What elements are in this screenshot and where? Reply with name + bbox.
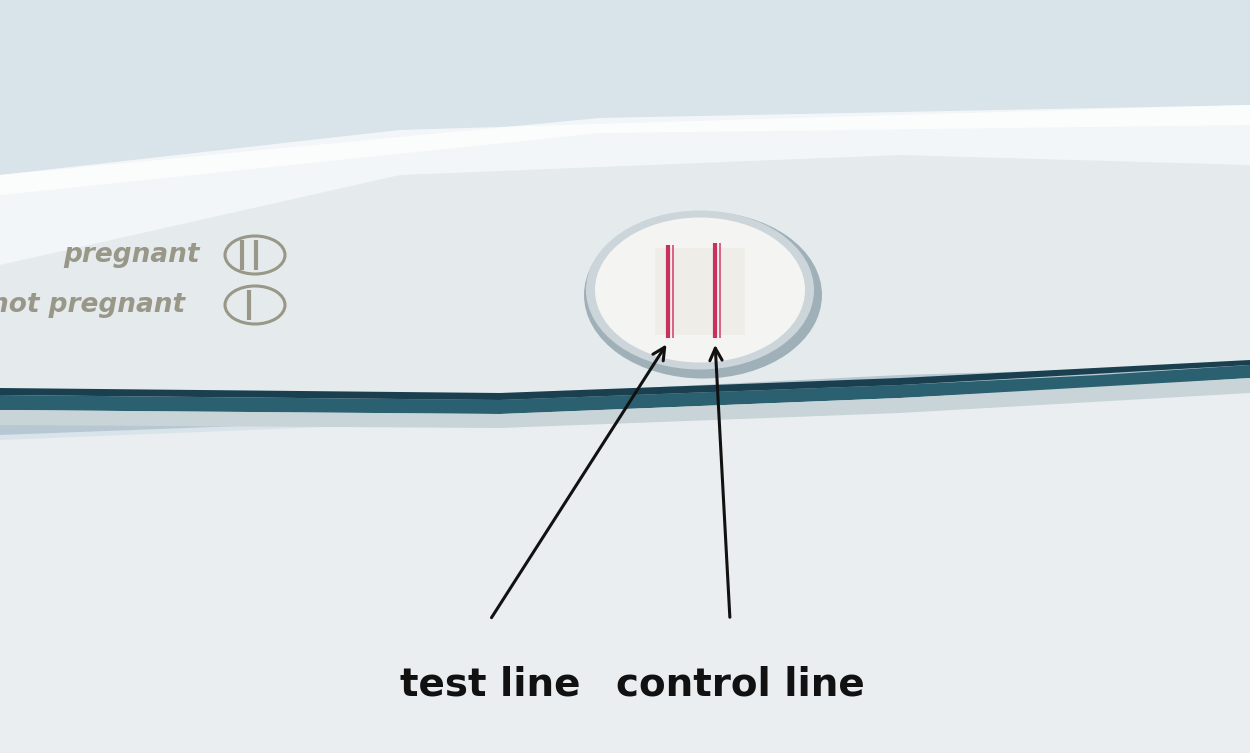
Ellipse shape xyxy=(595,218,805,362)
Text: pregnant: pregnant xyxy=(64,242,200,268)
Polygon shape xyxy=(0,105,1250,430)
Polygon shape xyxy=(0,105,1250,195)
Polygon shape xyxy=(655,248,745,335)
Text: test line: test line xyxy=(400,665,580,703)
Polygon shape xyxy=(0,378,1250,428)
Polygon shape xyxy=(0,365,1250,435)
Polygon shape xyxy=(0,390,1250,753)
Polygon shape xyxy=(0,360,1250,400)
Text: not pregnant: not pregnant xyxy=(0,292,185,318)
Ellipse shape xyxy=(586,211,814,370)
Polygon shape xyxy=(0,365,1250,414)
Polygon shape xyxy=(0,105,1250,265)
Ellipse shape xyxy=(584,212,822,379)
Text: control line: control line xyxy=(616,665,865,703)
